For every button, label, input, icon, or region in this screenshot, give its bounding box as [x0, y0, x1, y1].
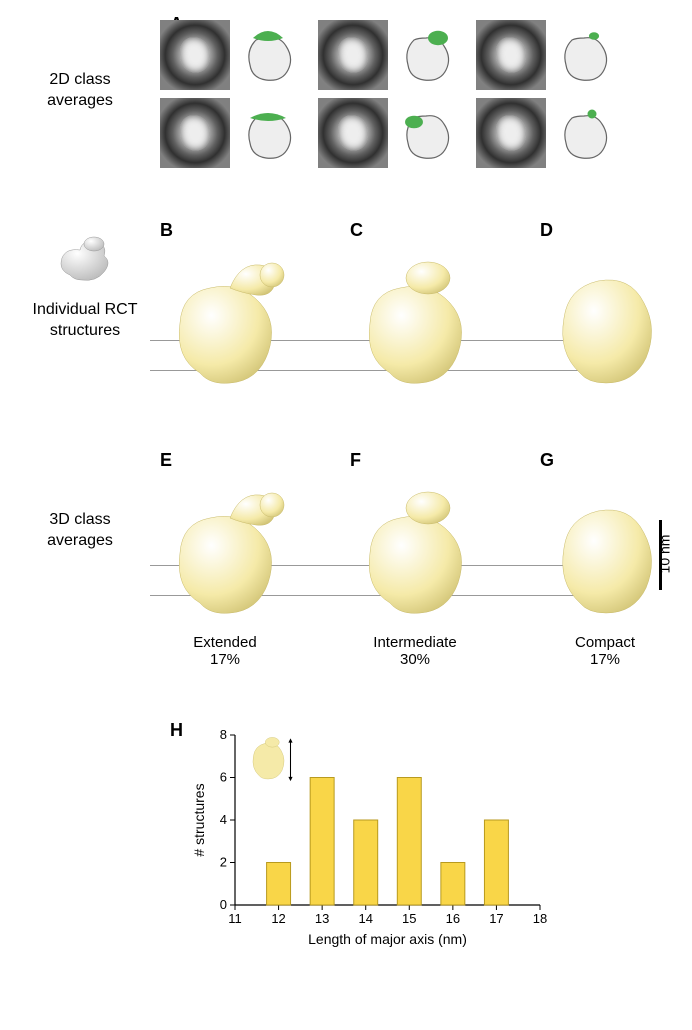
schematic-outline — [396, 98, 456, 168]
caption-pct: 30% — [350, 651, 480, 668]
schematic-outline — [396, 20, 456, 90]
em-class-image — [476, 98, 546, 168]
structure-cell: C — [350, 220, 480, 398]
structure-cell: B — [160, 220, 290, 398]
caption-name: Extended — [160, 634, 290, 651]
panel-a-pair — [160, 20, 298, 90]
chart-area: 0 2 4 6 8 11 12 13 14 15 16 17 18 Length of major axi… — [190, 720, 672, 955]
structure-svg — [160, 243, 290, 398]
rct-rowlabel: Individual RCT structures — [20, 300, 150, 342]
chart-bar — [267, 863, 291, 906]
rct-section: Individual RCT structures B — [20, 220, 672, 420]
schematic-outline — [554, 20, 614, 90]
xtick-label: 18 — [533, 911, 547, 926]
xtick-label: 17 — [489, 911, 503, 926]
class3d-section: 3D class averages E F G — [20, 450, 672, 680]
em-class-image — [318, 20, 388, 90]
panel-h-section: H 0 2 4 6 8 11 12 13 14 15 16 17 18 Length of major a… — [20, 720, 672, 980]
em-class-image — [160, 98, 230, 168]
structure-cell: F — [350, 450, 480, 628]
chart-bar — [310, 778, 334, 906]
ytick-label: 2 — [220, 855, 227, 870]
caption-name: Intermediate — [350, 634, 480, 651]
ytick-label: 6 — [220, 770, 227, 785]
structure-svg — [540, 243, 670, 398]
panel-a-pair — [318, 98, 456, 168]
xtick-label: 14 — [358, 911, 372, 926]
em-class-image — [476, 20, 546, 90]
rct-ref-icon — [50, 230, 120, 290]
panel-label: B — [160, 220, 290, 241]
schematic-outline — [238, 20, 298, 90]
class3d-captions: Extended 17% Intermediate 30% Compact 17% — [160, 634, 672, 668]
y-axis-label: # structures — [191, 783, 207, 856]
xtick-label: 13 — [315, 911, 329, 926]
chart-bar — [397, 778, 421, 906]
structure-svg — [350, 243, 480, 398]
panel-a-row — [160, 20, 672, 90]
panel-a-row — [160, 98, 672, 168]
caption-pct: 17% — [160, 651, 290, 668]
panel-a-grid — [160, 20, 672, 168]
panel-label: D — [540, 220, 670, 241]
chart-bar — [354, 820, 378, 905]
x-axis-label: Length of major axis (nm) — [308, 931, 467, 947]
xtick-label: 12 — [271, 911, 285, 926]
em-class-image — [160, 20, 230, 90]
chart-bar — [441, 863, 465, 906]
panel-a-pair — [160, 98, 298, 168]
structure-svg — [350, 473, 480, 628]
panel-label: F — [350, 450, 480, 471]
panel-label: G — [540, 450, 670, 471]
structure-svg — [160, 473, 290, 628]
panel-a-pair — [476, 98, 614, 168]
ytick-label: 0 — [220, 897, 227, 912]
ytick-label: 8 — [220, 727, 227, 742]
panel-a-section: A 2D class averages — [20, 20, 672, 190]
panel-h-label: H — [170, 720, 183, 741]
structure-cell: E — [160, 450, 290, 628]
structure-caption: Extended 17% — [160, 634, 290, 668]
ytick-label: 4 — [220, 812, 227, 827]
panel-a-rowlabel: 2D class averages — [20, 70, 140, 112]
caption-name: Compact — [540, 634, 670, 651]
structure-caption: Compact 17% — [540, 634, 670, 668]
scalebar: 10 nm — [659, 520, 662, 595]
scalebar-text: 10 nm — [656, 535, 672, 574]
xtick-label: 11 — [228, 911, 242, 926]
panel-a-pair — [318, 20, 456, 90]
class3d-rowlabel: 3D class averages — [20, 510, 140, 552]
structure-caption: Intermediate 30% — [350, 634, 480, 668]
xtick-label: 15 — [402, 911, 416, 926]
xtick-label: 16 — [446, 911, 460, 926]
figure-root: A 2D class averages Individual RCT struc… — [20, 20, 672, 980]
structure-svg — [540, 473, 670, 628]
structure-cell: D — [540, 220, 670, 398]
panel-label: E — [160, 450, 290, 471]
structure-cell: G — [540, 450, 670, 628]
panel-a-pair — [476, 20, 614, 90]
chart-bar — [484, 820, 508, 905]
schematic-outline — [554, 98, 614, 168]
schematic-outline — [238, 98, 298, 168]
panel-label: C — [350, 220, 480, 241]
chart-svg: 0 2 4 6 8 11 12 13 14 15 16 17 18 Length of major axi… — [190, 720, 550, 950]
class3d-struct-row: E F G — [160, 450, 672, 628]
caption-pct: 17% — [540, 651, 670, 668]
rct-struct-row: B C D — [160, 220, 672, 398]
em-class-image — [318, 98, 388, 168]
